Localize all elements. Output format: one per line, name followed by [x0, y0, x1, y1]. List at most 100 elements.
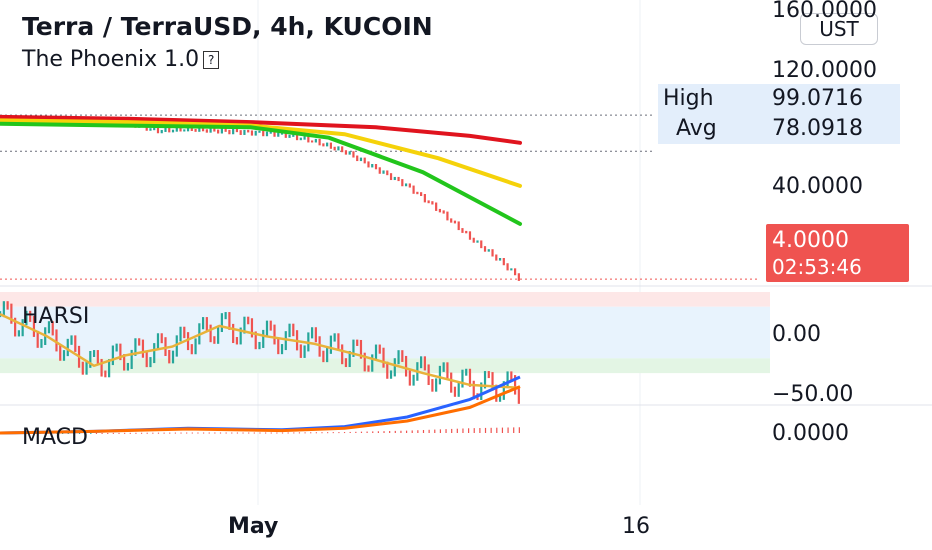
- harsi-candle: [96, 350, 99, 365]
- harsi-candle: [435, 378, 438, 392]
- harsi-scale-label: −50.00: [772, 382, 854, 407]
- price-candle: [179, 126, 182, 132]
- time-axis-label: 16: [622, 514, 650, 539]
- macd-histogram-bar: [501, 427, 504, 433]
- harsi-candle: [209, 324, 212, 343]
- price-candle: [149, 128, 152, 131]
- macd-scale-label: 0.0000: [772, 421, 849, 446]
- price-candle: [468, 231, 472, 240]
- macd-histogram-bar: [124, 432, 126, 434]
- harsi-candle: [254, 331, 257, 350]
- harsi-candle: [168, 349, 171, 364]
- indicator-legend[interactable]: The Phoenix 1.0?: [22, 47, 220, 72]
- harsi-candle: [145, 351, 148, 368]
- macd-histogram-bar: [462, 428, 464, 433]
- price-candle: [186, 125, 190, 132]
- harsi-candle: [138, 338, 141, 346]
- harsi-candle: [70, 335, 73, 345]
- macd-histogram-bar: [270, 432, 272, 434]
- macd-histogram-bar: [214, 432, 216, 434]
- price-candle: [284, 131, 287, 138]
- price-candle: [228, 129, 231, 135]
- price-candle: [258, 130, 261, 133]
- harsi-candle: [40, 339, 43, 348]
- harsi-label[interactable]: HARSI: [22, 304, 90, 329]
- price-candle: [480, 240, 483, 249]
- price-candle: [292, 133, 295, 137]
- price-candle: [363, 157, 366, 164]
- macd-histogram-bar: [62, 433, 64, 434]
- harsi-candle: [235, 337, 239, 345]
- harsi-candle: [446, 362, 449, 379]
- question-mark-icon[interactable]: ?: [203, 51, 220, 69]
- high-value: 99.0716: [772, 86, 863, 111]
- price-candle: [311, 140, 314, 143]
- harsi-candle: [303, 345, 306, 358]
- macd-histogram-bar: [304, 432, 306, 434]
- harsi-candle: [420, 356, 423, 369]
- price-candle: [371, 164, 374, 168]
- price-candle: [235, 129, 239, 133]
- macd-histogram-bar: [315, 432, 317, 434]
- price-candle: [423, 194, 426, 203]
- price-candle: [243, 129, 246, 135]
- harsi-candle: [183, 326, 186, 339]
- harsi-candle: [465, 368, 468, 376]
- price-candle: [420, 192, 423, 197]
- price-candle: [431, 201, 434, 205]
- harsi-candle: [367, 365, 370, 372]
- harsi-candle: [100, 358, 103, 377]
- moving-average-line: [0, 121, 522, 226]
- harsi-candle: [10, 303, 13, 324]
- macd-histogram-bar: [332, 432, 334, 434]
- macd-label[interactable]: MACD: [22, 425, 88, 450]
- macd-histogram-bar: [231, 432, 233, 434]
- harsi-oversold-band: [0, 358, 770, 374]
- harsi-candle: [243, 316, 246, 334]
- harsi-candle: [480, 382, 483, 401]
- macd-histogram-bar: [405, 430, 408, 433]
- macd-histogram-bar: [321, 432, 323, 434]
- harsi-candle: [164, 337, 167, 356]
- harsi-candle: [273, 324, 276, 345]
- bar-countdown: 02:53:46: [772, 255, 862, 279]
- harsi-candle: [29, 310, 32, 322]
- price-candle: [442, 210, 445, 214]
- price-candle: [352, 151, 355, 158]
- price-candle: [329, 142, 332, 149]
- price-candle: [359, 157, 363, 162]
- harsi-candle: [378, 344, 381, 354]
- harsi-candle: [483, 371, 487, 389]
- price-candle: [303, 136, 306, 140]
- price-candle: [295, 133, 299, 141]
- harsi-candle: [119, 343, 122, 361]
- price-candle: [337, 146, 340, 151]
- currency-unit-button[interactable]: UST: [800, 13, 878, 45]
- macd-histogram-bar: [281, 432, 284, 434]
- harsi-candle: [371, 354, 374, 372]
- macd-histogram-bar: [349, 431, 351, 433]
- macd-histogram-bar: [191, 432, 193, 434]
- price-candle: [408, 183, 411, 188]
- harsi-candle: [232, 323, 235, 344]
- macd-histogram-bar: [219, 432, 222, 434]
- harsi-candle: [92, 350, 96, 357]
- price-candle: [483, 246, 487, 252]
- harsi-candle: [179, 326, 182, 342]
- price-candle: [326, 142, 329, 147]
- macd-histogram-bar: [428, 429, 430, 433]
- macd-histogram-bar: [456, 428, 458, 433]
- harsi-candle: [62, 350, 66, 361]
- last-price-value: 4.0000: [772, 228, 849, 253]
- moving-average-line: [0, 118, 522, 188]
- price-candle: [341, 146, 344, 153]
- price-candle: [453, 220, 457, 224]
- macd-histogram-bar: [451, 428, 453, 433]
- harsi-candle: [74, 335, 77, 352]
- moving-average-line: [0, 114, 522, 145]
- harsi-candle: [21, 319, 24, 337]
- harsi-candle: [239, 327, 242, 345]
- price-candle: [502, 258, 505, 266]
